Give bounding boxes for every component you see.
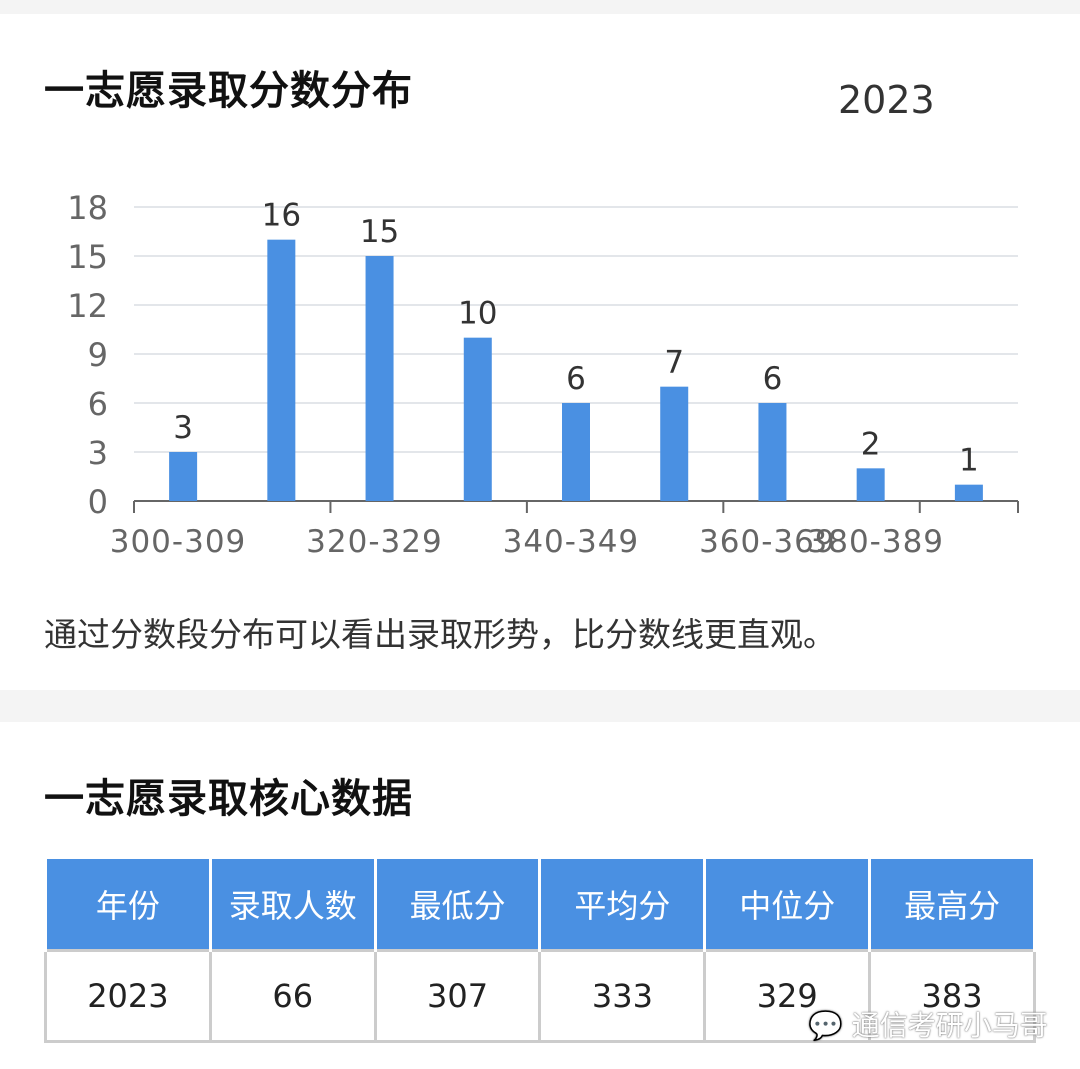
header-admitted: 录取人数 (208, 856, 377, 951)
data-label: 15 (360, 214, 399, 250)
y-tick-label: 12 (67, 287, 108, 325)
header-max: 最高分 (868, 856, 1036, 951)
x-tick-label: 340-349 (503, 524, 640, 560)
data-label: 2 (861, 426, 881, 462)
watermark-text: 通信考研小马哥 (851, 1009, 1048, 1042)
bar (660, 386, 689, 501)
table-row: 2023 66 307 333 329 383 (44, 949, 1036, 1043)
bar (856, 468, 885, 501)
bar (365, 256, 394, 501)
y-tick-label: 3 (88, 434, 108, 472)
bar (267, 239, 296, 501)
bar (954, 484, 983, 501)
y-tick-label: 6 (88, 385, 108, 423)
data-label: 7 (664, 345, 684, 381)
year-label: 2023 (838, 78, 935, 122)
cell-year: 2023 (44, 949, 212, 1043)
bar (169, 452, 198, 501)
wechat-icon: 💬 (808, 1009, 843, 1042)
section-title-core-data: 一志愿录取核心数据 (44, 776, 413, 822)
bar (758, 403, 787, 501)
data-label: 16 (262, 198, 301, 234)
watermark: 💬 通信考研小马哥 (808, 1004, 1048, 1044)
data-label: 3 (173, 410, 193, 446)
data-label: 10 (458, 296, 497, 332)
cell-median: 329 (703, 949, 872, 1043)
y-tick-label: 0 (88, 483, 108, 521)
data-label: 6 (566, 361, 586, 397)
header-min: 最低分 (373, 856, 542, 951)
y-tick-label: 9 (88, 336, 108, 374)
cell-avg: 333 (538, 949, 707, 1043)
section-divider (0, 690, 1080, 722)
bar (463, 337, 492, 501)
x-tick-label: 360-369 (699, 524, 836, 560)
core-data-table: 年份 录取人数 最低分 平均分 中位分 最高分 2023 66 307 333 … (44, 856, 1036, 1043)
header-year: 年份 (44, 856, 212, 951)
y-tick-label: 18 (67, 189, 108, 227)
header-avg: 平均分 (538, 856, 707, 951)
y-tick-label: 15 (67, 238, 108, 276)
cell-max: 383 (868, 949, 1036, 1043)
data-label: 1 (959, 443, 979, 479)
x-tick-label: 320-329 (306, 524, 443, 560)
top-divider (0, 0, 1080, 14)
chart-note: 通过分数段分布可以看出录取形势，比分数线更直观。 (44, 615, 836, 654)
data-label: 6 (763, 361, 783, 397)
bar (562, 403, 590, 501)
section-title: 一志愿录取分数分布 (44, 68, 413, 114)
cell-min: 307 (373, 949, 542, 1043)
cell-admitted: 66 (208, 949, 377, 1043)
table-header-row: 年份 录取人数 最低分 平均分 中位分 最高分 (44, 856, 1036, 951)
x-tick-label: 380-389 (808, 524, 945, 560)
header-median: 中位分 (703, 856, 872, 951)
x-tick-label: 300-309 (110, 524, 247, 560)
